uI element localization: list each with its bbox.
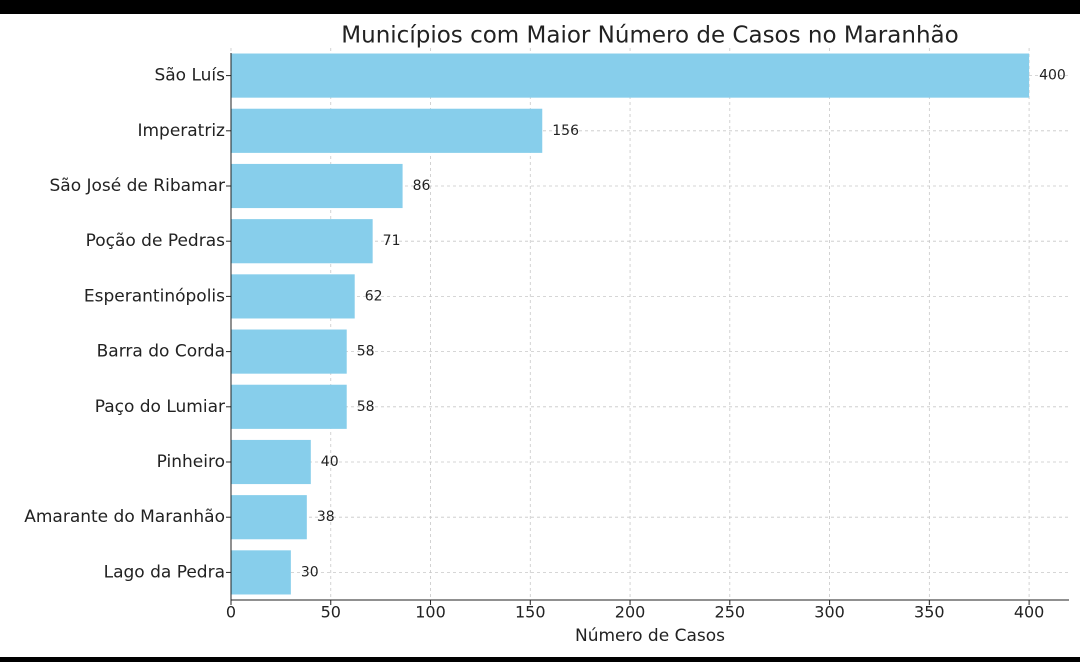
x-tick-label: 200 [615, 603, 646, 622]
data-label: 71 [383, 233, 401, 249]
bar [231, 163, 403, 209]
bar [231, 495, 307, 540]
y-tick-label: Paço do Lumiar [95, 397, 225, 417]
x-tick-label: 100 [415, 603, 446, 622]
y-tick-label: Barra do Corda [97, 342, 225, 362]
chart-title: Municípios com Maior Número de Casos no … [341, 23, 958, 49]
y-tick-label: Amarante do Maranhão [24, 507, 225, 527]
bar [231, 274, 355, 319]
top-bar [0, 0, 1080, 14]
x-axis-label: Número de Casos [575, 626, 725, 646]
bar [231, 53, 1030, 98]
data-label: 58 [357, 399, 375, 415]
x-tick-label: 300 [814, 603, 845, 622]
x-tick-label: 250 [715, 603, 746, 622]
bar [231, 384, 347, 429]
y-tick-label: São Luís [154, 66, 225, 86]
data-label: 400 [1039, 68, 1066, 84]
bar [231, 219, 373, 264]
data-label: 86 [413, 178, 431, 194]
data-label: 58 [357, 344, 375, 360]
bar [231, 550, 291, 595]
x-tick-label: 0 [226, 603, 236, 622]
y-tick-label: Esperantinópolis [84, 286, 225, 306]
x-tick-label: 400 [1014, 603, 1045, 622]
y-tick-label: Imperatriz [137, 121, 225, 141]
y-tick-label: Pinheiro [157, 452, 225, 472]
x-tick-label: 50 [321, 603, 341, 622]
data-label: 30 [301, 564, 319, 580]
x-tick-label: 150 [515, 603, 546, 622]
y-tick-label: Poção de Pedras [86, 231, 226, 251]
y-tick-label: São José de Ribamar [49, 176, 225, 196]
bar [231, 108, 543, 153]
data-label: 62 [365, 288, 383, 304]
data-label: 38 [317, 509, 335, 525]
data-label: 156 [552, 123, 579, 139]
y-tick-label: Lago da Pedra [104, 562, 225, 582]
bottom-bar [0, 657, 1080, 662]
x-tick-label: 350 [914, 603, 945, 622]
bar [231, 439, 311, 485]
data-label: 40 [321, 454, 339, 470]
bar [231, 329, 347, 374]
